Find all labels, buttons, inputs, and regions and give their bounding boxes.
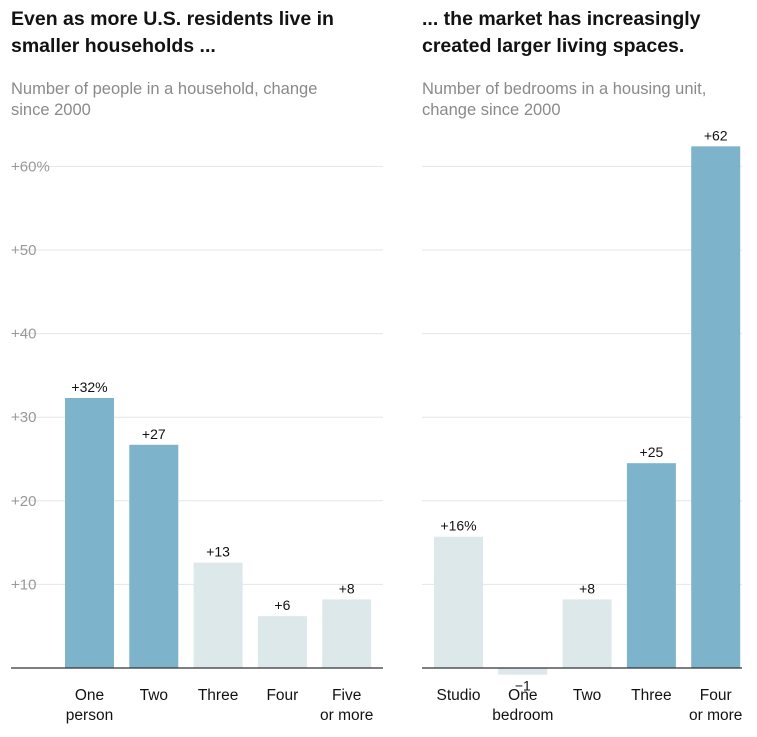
x-tick-label: Studio: [437, 687, 481, 704]
x-tick-label: or more: [320, 707, 373, 724]
right-panel: ... the market has increasingly created …: [422, 0, 752, 737]
data-label: +8: [339, 580, 355, 596]
bar: [562, 599, 612, 668]
bar: [257, 616, 307, 668]
chart-subtitle: Number of bedrooms in a housing unit, ch…: [422, 80, 707, 119]
data-label: +25: [640, 444, 664, 460]
bar: [626, 463, 676, 668]
bar: [691, 146, 741, 668]
left-panel: Even as more U.S. residents live in smal…: [11, 0, 391, 737]
x-tick-label: Three: [198, 687, 239, 704]
y-tick-label: +40: [11, 326, 36, 343]
data-label: −1: [515, 678, 531, 694]
y-tick-label: +60%: [11, 158, 50, 175]
data-label: +62: [704, 127, 728, 143]
x-tick-label: One: [75, 687, 104, 704]
bar: [498, 668, 548, 675]
x-tick-label: person: [66, 707, 113, 724]
chart-title: ... the market has increasingly created …: [422, 8, 701, 57]
data-label: +13: [206, 544, 230, 560]
y-tick-label: +50: [11, 242, 36, 259]
chart-title: Even as more U.S. residents live in smal…: [11, 8, 334, 57]
x-tick-label: Four: [700, 687, 732, 704]
bar: [129, 444, 179, 668]
x-tick-label: One: [508, 687, 537, 704]
x-tick-label: Three: [631, 687, 672, 704]
data-label: +32%: [71, 379, 107, 395]
bar: [434, 536, 483, 668]
bar: [193, 562, 243, 668]
bar: [322, 599, 372, 668]
data-label: +16%: [440, 518, 476, 534]
chart-subtitle: Number of people in a household, change …: [11, 80, 318, 119]
data-label: +8: [579, 580, 595, 596]
y-tick-label: +20: [11, 493, 36, 510]
x-tick-label: Five: [332, 687, 361, 704]
data-label: +27: [142, 426, 166, 442]
y-tick-label: +30: [11, 409, 36, 426]
bar: [65, 397, 114, 668]
x-tick-label: bedroom: [492, 707, 553, 724]
data-label: +6: [274, 597, 290, 613]
x-tick-label: or more: [689, 707, 742, 724]
x-tick-label: Two: [140, 687, 168, 704]
x-tick-label: Four: [266, 687, 298, 704]
x-tick-label: Two: [573, 687, 601, 704]
y-tick-label: +10: [11, 576, 36, 593]
household-size-chart: +10 +20 +30 +40 +50 +60% +32% One person +27 Two +1…: [11, 158, 383, 724]
